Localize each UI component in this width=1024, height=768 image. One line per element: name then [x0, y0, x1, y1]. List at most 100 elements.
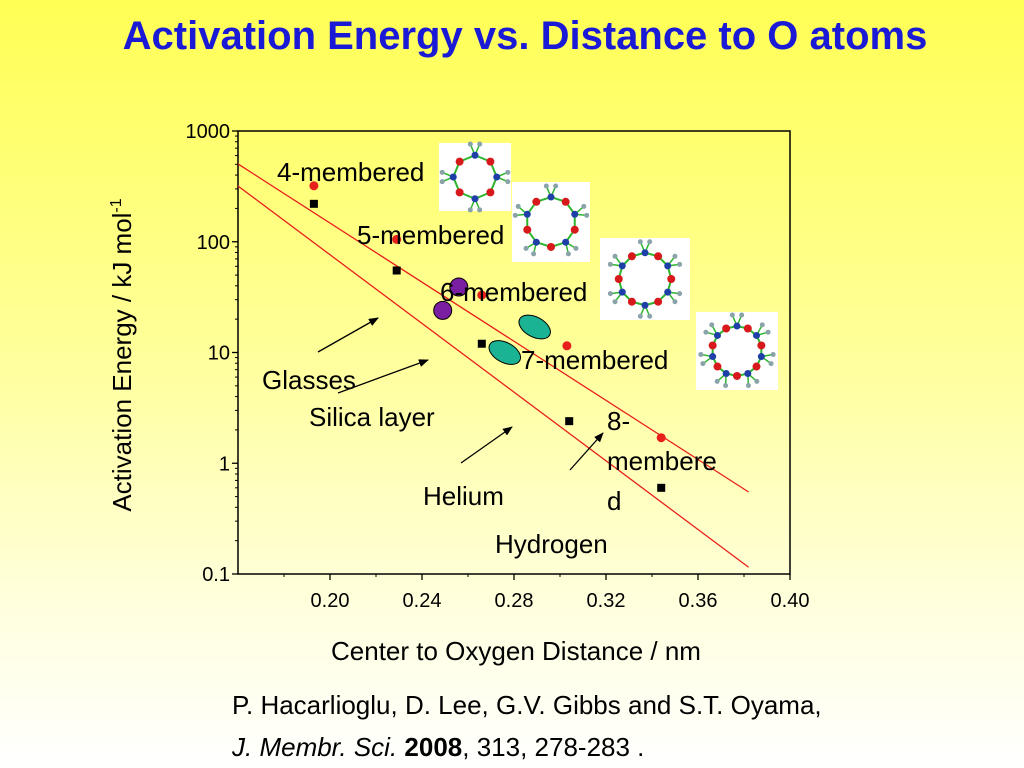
ring-7-icon-overlay-oxygen — [722, 324, 731, 333]
ring-4-icon-overlay-hydrogen — [467, 207, 473, 213]
ring-7-icon-overlay-hydrogen — [768, 361, 774, 367]
ring-7-icon-overlay-hydrogen — [765, 329, 771, 335]
ring-5-icon-overlay-hydrogen — [581, 203, 587, 209]
ring-6-icon-overlay-hydrogen — [607, 291, 613, 297]
citation-year: 2008 — [404, 732, 463, 762]
ring-5-icon-overlay — [512, 183, 590, 257]
x-tick-label: 0.20 — [311, 590, 350, 612]
ring-label-8-line3: d — [607, 486, 621, 516]
ring-7-icon-overlay-hydrogen — [739, 312, 745, 318]
ring-7-icon-overlay-hydrogen — [703, 329, 709, 335]
ring-4-icon-overlay-oxygen — [486, 157, 495, 166]
ring-5-icon-overlay-oxygen — [561, 197, 570, 206]
ring-7-icon-overlay-oxygen — [757, 341, 766, 350]
ring-6-icon-overlay-atom — [664, 288, 672, 296]
ring-4-icon-overlay-atom — [471, 195, 479, 203]
ring-7-icon-overlay-hydrogen — [754, 378, 760, 384]
ring-4-icon-overlay-atom — [471, 151, 479, 159]
ring-6-icon-overlay-oxygen — [627, 297, 636, 306]
data-point — [309, 181, 319, 191]
ring-5-icon-overlay-atom — [547, 193, 555, 201]
ring-5-icon-overlay-oxygen — [523, 225, 532, 234]
ring-7-icon-overlay-atom — [757, 353, 765, 361]
annotation-hydrogen: Hydrogen — [495, 529, 608, 559]
ring-7-icon-overlay-hydrogen — [700, 361, 706, 367]
ring-4-icon-overlay-oxygen — [455, 157, 464, 166]
ring-6-icon-overlay-atom — [641, 301, 649, 309]
silica-point — [518, 314, 551, 340]
ring-4-icon-overlay-oxygen — [455, 188, 464, 197]
arrow-8-membered — [569, 432, 604, 471]
ring-6-icon-overlay-hydrogen — [637, 239, 643, 245]
x-tick-label: 0.32 — [587, 590, 626, 612]
x-tick-label: 0.36 — [679, 590, 718, 612]
ring-7-icon-overlay-hydrogen — [759, 322, 765, 328]
ring-7-icon-overlay-hydrogen — [709, 322, 715, 328]
ring-6-icon-overlay-hydrogen — [647, 239, 653, 245]
y-axis-label-superscript: -1 — [108, 198, 125, 212]
fit-line — [238, 185, 749, 568]
ring-5-icon-overlay-oxygen — [570, 225, 579, 234]
ring-7-icon-overlay-atom — [709, 353, 717, 361]
data-point — [309, 199, 318, 208]
citation-journal: J. Membr. Sci. — [232, 732, 398, 762]
ring-5-icon-overlay-oxygen — [547, 242, 555, 251]
x-axis-label: Center to Oxygen Distance / nm — [331, 636, 701, 666]
annotation-helium: Helium — [423, 481, 504, 511]
ring-6-icon-overlay-hydrogen — [677, 261, 683, 267]
y-axis-label: Activation Energy / kJ mol-1 — [107, 198, 137, 511]
y-tick-label: 10 — [208, 343, 230, 365]
ring-7-icon-overlay-atom — [753, 331, 761, 339]
ring-5-icon-overlay-hydrogen — [531, 251, 537, 257]
ring-6-icon-overlay-hydrogen — [672, 253, 678, 259]
ring-6-icon-overlay-oxygen — [614, 275, 623, 283]
y-tick-label: 0.1 — [202, 564, 230, 586]
ring-4-icon-overlay-hydrogen — [477, 207, 483, 213]
data-point — [392, 234, 402, 244]
ring-5-icon-overlay-hydrogen — [584, 212, 590, 218]
y-tick-label: 1 — [219, 453, 230, 475]
ring-5-icon-overlay-hydrogen — [523, 245, 529, 251]
ring-6-icon-overlay-hydrogen — [672, 299, 678, 305]
ring-7-icon-overlay-oxygen — [713, 362, 722, 371]
data-point — [392, 266, 401, 275]
ring-7-icon-overlay-hydrogen — [723, 382, 729, 388]
ring-6-icon-overlay-hydrogen — [612, 299, 618, 305]
ring-5-icon-overlay-atom — [571, 210, 579, 218]
ring-6-icon-overlay — [607, 239, 683, 319]
ring-6-icon-overlay-oxygen — [627, 252, 636, 261]
glasses-point — [433, 300, 453, 320]
x-tick-label: 0.28 — [495, 590, 534, 612]
ring-7-icon-overlay-hydrogen — [745, 382, 751, 388]
ring-5-icon-overlay-hydrogen — [553, 183, 559, 189]
ring-6-icon-overlay-hydrogen — [637, 313, 643, 319]
data-point — [565, 417, 574, 426]
ring-6-icon-overlay-oxygen — [654, 297, 663, 306]
citation-source: J. Membr. Sci. 2008, 313, 278-283 . — [232, 732, 644, 763]
ring-4-icon-overlay-hydrogen — [505, 169, 511, 175]
ring-7-icon-overlay-hydrogen — [770, 351, 776, 357]
ring-4-icon-overlay-oxygen — [486, 188, 495, 197]
ring-4-icon-overlay-hydrogen — [439, 169, 445, 175]
data-point — [477, 290, 487, 300]
ring-6-icon-overlay-hydrogen — [607, 261, 613, 267]
ring-5-icon-overlay-hydrogen — [515, 203, 521, 209]
ring-label-8-line1: 8- — [607, 406, 630, 436]
ring-5-icon-overlay-hydrogen — [543, 183, 549, 189]
silica-point — [488, 340, 522, 365]
ring-4-icon-overlay-atom — [449, 173, 457, 181]
data-point — [562, 341, 572, 351]
ring-5-icon-overlay-hydrogen — [512, 212, 518, 218]
y-tick-label: 100 — [197, 232, 230, 254]
ring-6-icon-overlay-atom — [618, 262, 626, 270]
ring-5-icon-overlay-atom — [532, 238, 540, 246]
ring-4-icon-overlay — [439, 141, 511, 213]
ring-label-8-line2: membere — [607, 446, 717, 476]
ring-6-icon-overlay-hydrogen — [677, 291, 683, 297]
citation-rest: , 313, 278-283 . — [462, 732, 645, 762]
y-axis-label-text: Activation Energy / kJ mol — [107, 213, 137, 512]
arrow-helium — [460, 426, 513, 464]
ring-6-icon-overlay-hydrogen — [612, 253, 618, 259]
ring-7-icon-overlay-oxygen — [743, 324, 752, 333]
glasses-point — [449, 277, 469, 297]
